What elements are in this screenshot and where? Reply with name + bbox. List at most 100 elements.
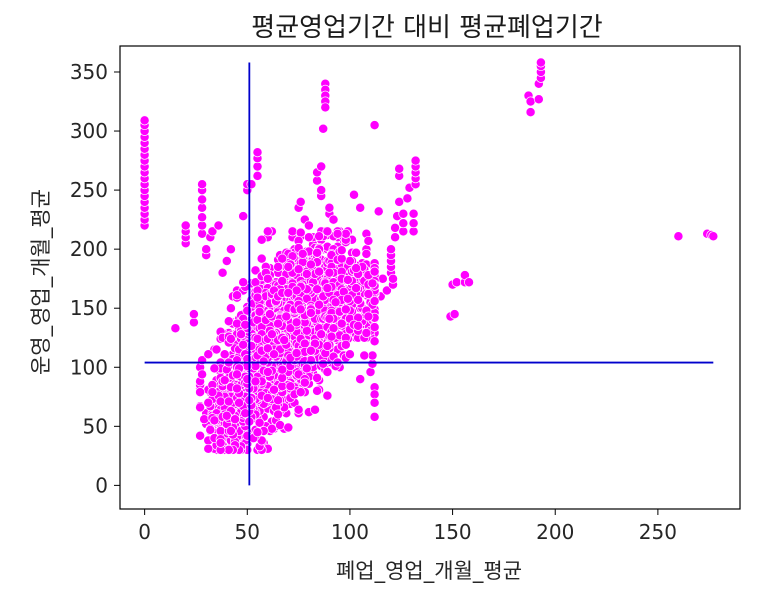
data-point <box>215 437 226 448</box>
data-point <box>451 277 462 288</box>
data-point <box>195 430 206 441</box>
data-point <box>340 228 351 239</box>
points-layer <box>139 57 719 455</box>
data-point <box>219 349 230 360</box>
x-tick-label: 0 <box>138 520 151 544</box>
data-point <box>301 269 312 279</box>
data-point <box>295 196 306 207</box>
data-point <box>301 325 312 336</box>
data-point <box>258 356 269 367</box>
chart-title: 평균영업기간 대비 평균폐업기간 <box>251 13 602 43</box>
data-point <box>369 322 380 333</box>
data-point <box>203 397 214 408</box>
x-axis-label: 폐업_영업_개월_평균 <box>336 559 522 584</box>
data-point <box>312 372 323 383</box>
data-point <box>367 278 378 289</box>
data-point <box>390 222 401 233</box>
data-point <box>408 218 419 229</box>
data-point <box>326 331 337 342</box>
data-point <box>361 328 372 338</box>
y-axis-ticks: 0 50 100 150 200 250 300 350 <box>70 60 120 497</box>
data-point <box>310 404 320 415</box>
data-point <box>351 247 362 258</box>
data-point <box>303 232 314 243</box>
data-point <box>318 123 329 134</box>
data-point <box>295 387 306 398</box>
data-point <box>203 443 214 454</box>
data-point <box>301 363 312 374</box>
data-point <box>275 420 286 431</box>
data-point <box>316 185 327 196</box>
data-point <box>242 305 253 316</box>
data-point <box>262 367 273 377</box>
y-axis-label: 운영_영업_개월_평균 <box>29 189 54 375</box>
data-point <box>236 329 247 340</box>
data-point <box>328 214 339 225</box>
data-point <box>330 297 341 308</box>
y-tick-label: 300 <box>70 119 108 143</box>
data-point <box>242 374 253 385</box>
data-point <box>209 415 220 426</box>
x-tick-label: 150 <box>433 520 471 544</box>
y-tick-label: 100 <box>70 355 108 379</box>
data-point <box>369 411 380 422</box>
data-point <box>314 231 325 242</box>
data-point <box>291 348 302 359</box>
data-point <box>340 339 351 350</box>
data-point <box>252 161 263 172</box>
data-point <box>355 202 366 213</box>
data-point <box>449 309 460 320</box>
data-point <box>197 179 208 190</box>
data-point <box>273 409 284 420</box>
data-point <box>188 317 199 328</box>
data-point <box>252 170 263 181</box>
data-point <box>279 335 290 346</box>
data-point <box>353 294 364 305</box>
data-point <box>252 427 263 438</box>
data-point <box>398 226 409 237</box>
data-point <box>283 261 294 272</box>
data-point <box>238 211 249 222</box>
data-point <box>299 377 310 388</box>
data-point <box>277 276 288 286</box>
data-point <box>232 383 242 394</box>
data-point <box>252 292 263 303</box>
data-point <box>361 248 372 259</box>
data-point <box>197 202 208 213</box>
data-point <box>324 267 335 278</box>
data-point <box>225 303 236 314</box>
data-point <box>464 277 474 288</box>
data-point <box>408 226 419 237</box>
data-point <box>293 404 304 415</box>
data-point <box>223 316 234 327</box>
data-point <box>312 385 323 396</box>
data-point <box>525 96 536 107</box>
data-point <box>359 350 370 361</box>
data-point <box>221 256 232 266</box>
y-tick-label: 350 <box>70 60 108 84</box>
data-point <box>197 228 208 239</box>
data-point <box>533 94 544 105</box>
data-point <box>225 426 236 436</box>
data-point <box>188 309 199 320</box>
data-point <box>316 161 327 172</box>
data-point <box>369 296 380 307</box>
data-point <box>351 283 362 294</box>
data-point <box>273 261 284 272</box>
x-tick-label: 50 <box>235 520 260 544</box>
data-point <box>221 410 232 421</box>
data-point <box>322 390 333 401</box>
data-point <box>215 396 226 407</box>
data-point <box>291 317 302 328</box>
data-point <box>297 248 308 259</box>
data-point <box>295 304 306 315</box>
data-point <box>377 273 388 284</box>
data-point <box>291 285 302 296</box>
data-point <box>180 220 191 231</box>
data-point <box>535 57 546 68</box>
data-point <box>322 367 333 377</box>
data-point <box>238 339 249 350</box>
data-point <box>342 274 353 285</box>
data-point <box>197 212 208 223</box>
data-point <box>363 235 374 246</box>
